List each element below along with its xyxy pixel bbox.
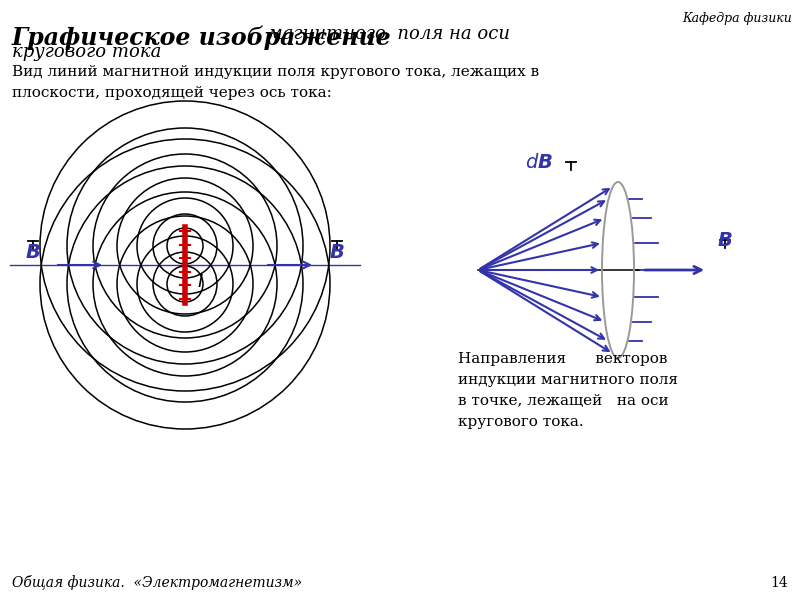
- Text: Графическое изображение: Графическое изображение: [12, 25, 392, 49]
- Text: кругового тока: кругового тока: [12, 43, 162, 61]
- Text: 14: 14: [770, 576, 788, 590]
- Text: $\bfit{B}$: $\bfit{B}$: [25, 244, 41, 262]
- Text: $\bfit{B}$: $\bfit{B}$: [717, 232, 733, 250]
- Text: Общая физика.  «Электромагнетизм»: Общая физика. «Электромагнетизм»: [12, 575, 302, 590]
- Text: $d\bfit{B}$: $d\bfit{B}$: [525, 153, 553, 172]
- Text: Направления      векторов
индукции магнитного поля
в точке, лежащей   на оси
кру: Направления векторов индукции магнитного…: [458, 352, 678, 430]
- Text: магнитного  поля на оси: магнитного поля на оси: [262, 25, 510, 43]
- Text: $\mathit{I}$: $\mathit{I}$: [197, 273, 204, 291]
- Text: $\bfit{B}$: $\bfit{B}$: [329, 244, 345, 262]
- Text: Вид линий магнитной индукции поля кругового тока, лежащих в
плоскости, проходяще: Вид линий магнитной индукции поля кругов…: [12, 65, 539, 100]
- Text: Кафедра физики: Кафедра физики: [682, 12, 792, 25]
